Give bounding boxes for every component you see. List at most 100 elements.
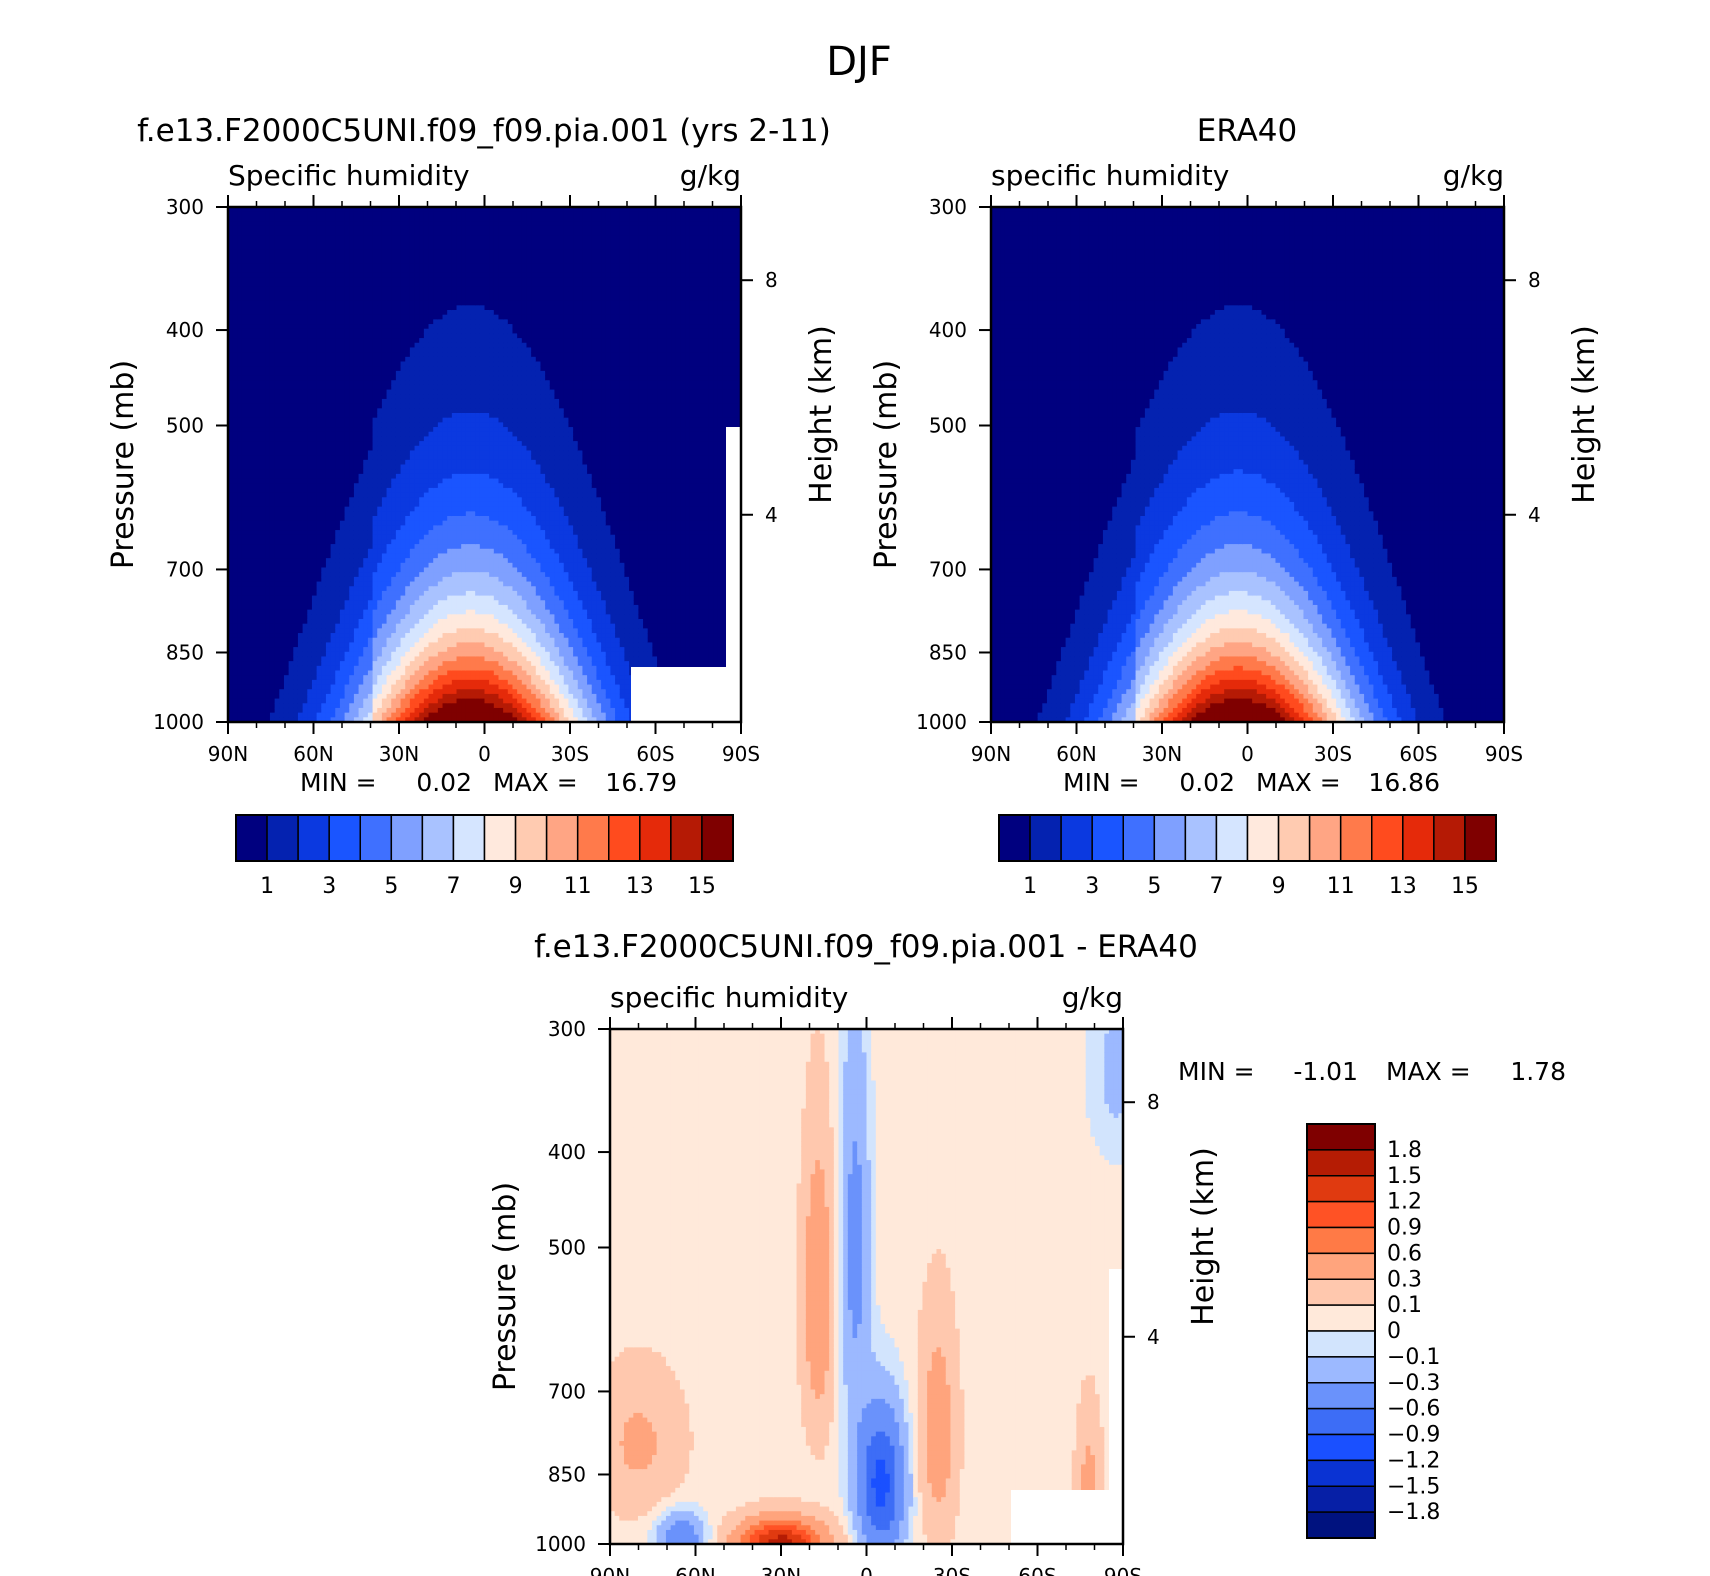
contour-cell — [233, 240, 238, 245]
contour-cell — [237, 642, 242, 647]
contour-cell — [237, 493, 242, 498]
contour-cell — [237, 263, 242, 268]
contour-cell — [237, 450, 242, 455]
contour-cell — [242, 216, 247, 221]
contour-cell — [237, 483, 242, 488]
contour-cell — [233, 230, 238, 235]
contour-cell — [237, 390, 242, 395]
contour-cell — [237, 385, 242, 390]
contour-cell — [237, 254, 242, 259]
contour-cell — [237, 628, 242, 633]
contour-cell — [237, 647, 242, 652]
contour-cell — [233, 432, 238, 437]
contour-cell — [237, 287, 242, 292]
contour-cell — [237, 422, 242, 427]
contour-cell — [237, 376, 242, 381]
contour-cell — [233, 535, 238, 540]
contour-cell — [233, 380, 238, 385]
contour-cell — [233, 310, 238, 315]
contour-cell — [233, 273, 238, 278]
contour-cell — [237, 226, 242, 231]
contour-cell — [233, 497, 238, 502]
contour-cell — [233, 263, 238, 268]
contour-cell — [237, 708, 242, 713]
contour-cell — [237, 357, 242, 362]
contour-cell — [233, 708, 238, 713]
contour-cell — [233, 558, 238, 563]
contour-cell — [233, 507, 238, 512]
contour-cell — [237, 446, 242, 451]
contour-cell — [233, 633, 238, 638]
contour-cell — [237, 277, 242, 282]
contour-cell — [237, 408, 242, 413]
contour-cell — [237, 563, 242, 568]
contour-cell — [233, 680, 238, 685]
contour-cell — [233, 305, 238, 310]
contour-cell — [233, 694, 238, 699]
contour-cell — [233, 638, 238, 643]
contour-cell — [237, 362, 242, 367]
contour-cell — [233, 544, 238, 549]
contour-cell — [237, 380, 242, 385]
contour-cell — [237, 610, 242, 615]
contour-cell — [237, 432, 242, 437]
contour-cell — [237, 249, 242, 254]
contour-cell — [237, 511, 242, 516]
contour-cell — [237, 235, 242, 240]
contour-cell — [237, 488, 242, 493]
contour-cell — [237, 324, 242, 329]
contour-cell — [233, 352, 238, 357]
contour-cell — [237, 352, 242, 357]
contour-cell — [237, 347, 242, 352]
contour-cell — [233, 596, 238, 601]
contour-cell — [237, 535, 242, 540]
contour-cell — [237, 216, 242, 221]
contour-cell — [237, 418, 242, 423]
contour-cell — [233, 671, 238, 676]
contour-cell — [233, 282, 238, 287]
contour-cell — [233, 516, 238, 521]
contour-cell — [237, 596, 242, 601]
contour-cell — [233, 502, 238, 507]
contour-cell — [237, 652, 242, 657]
contour-cell — [233, 600, 238, 605]
contour-cell — [237, 516, 242, 521]
contour-cell — [237, 633, 242, 638]
contour-cell — [233, 460, 238, 465]
contour-cell — [233, 259, 238, 264]
contour-cell — [233, 703, 238, 708]
contour-cell — [233, 221, 238, 226]
contour-cell — [237, 394, 242, 399]
contour-cell — [233, 572, 238, 577]
contour-cell — [233, 689, 238, 694]
contour-cell — [233, 376, 238, 381]
contour-cell — [233, 652, 238, 657]
contour-cell — [233, 268, 238, 273]
contour-cell — [233, 568, 238, 573]
contour-cell — [237, 699, 242, 704]
contour-cell — [237, 305, 242, 310]
contour-cell — [233, 525, 238, 530]
contour-cell — [237, 221, 242, 226]
contour-cell — [237, 465, 242, 470]
contour-cell — [233, 577, 238, 582]
contour-cell — [233, 521, 238, 526]
contour-cell — [237, 572, 242, 577]
contour-cell — [233, 465, 238, 470]
contour-cell — [233, 446, 238, 451]
contour-cell — [237, 240, 242, 245]
contour-cell — [237, 521, 242, 526]
contour-cell — [237, 577, 242, 582]
contour-cell — [233, 539, 238, 544]
contour-cell — [233, 347, 238, 352]
contour-cell — [233, 549, 238, 554]
contour-cell — [233, 249, 238, 254]
contour-cell — [233, 511, 238, 516]
contour-cell — [233, 371, 238, 376]
contour-cell — [237, 230, 242, 235]
contour-cell — [233, 610, 238, 615]
contour-cell — [237, 661, 242, 666]
contour-cell — [233, 343, 238, 348]
contour-cell — [237, 301, 242, 306]
contour-cell — [237, 436, 242, 441]
